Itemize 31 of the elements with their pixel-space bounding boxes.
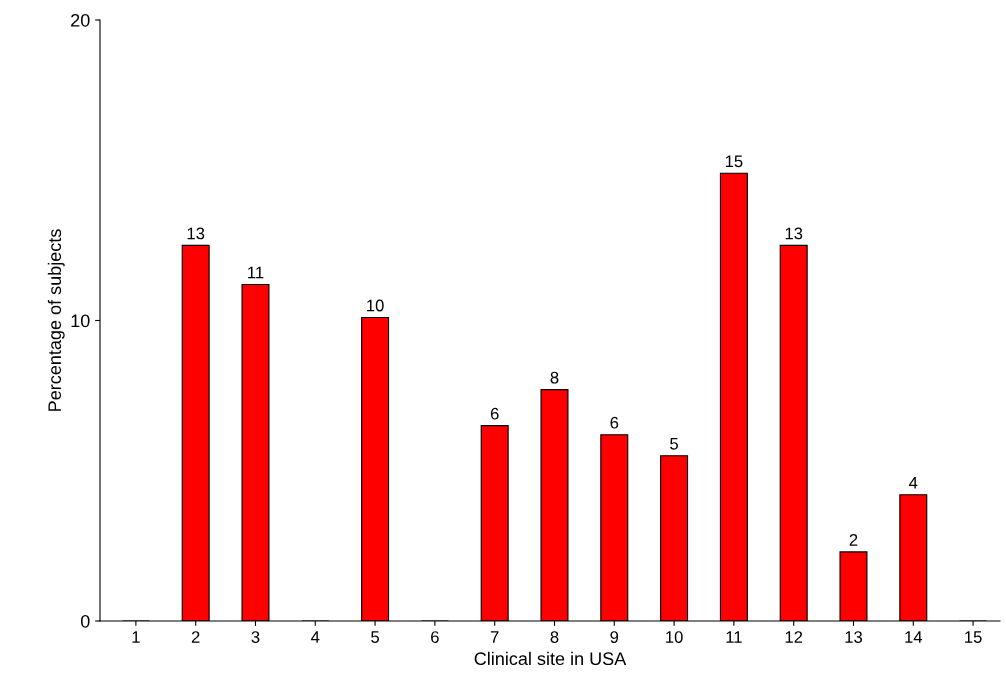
data-label: 11 [248,266,264,279]
x-tick-label: 9 [610,631,619,643]
x-tick-label: 3 [251,631,260,643]
x-tick-label: 2 [191,631,200,643]
x-tick-label: 15 [965,631,982,643]
x-tick-label: 8 [550,631,559,643]
x-tick-label: 6 [431,631,439,643]
data-label: 13 [187,227,205,240]
y-tick-label: 20 [71,13,90,27]
data-label: 4 [909,477,918,489]
x-tick-label: 7 [490,631,499,643]
y-tick-label: 10 [71,314,90,328]
x-tick-label: 5 [371,631,380,643]
data-label: 6 [490,407,499,420]
y-tick-label: 0 [80,614,90,628]
x-tick-label: 13 [845,631,863,643]
x-tick-label: 4 [311,631,320,643]
x-tick-label: 10 [666,631,683,643]
x-tick-label: 14 [905,631,923,643]
data-label: 15 [725,155,743,168]
y-axis-title: Percentage of subjects [47,229,65,411]
data-label: 5 [670,438,679,450]
data-label: 10 [367,299,384,312]
data-label: 13 [785,227,803,240]
x-tick-label: 11 [726,631,742,643]
data-label: 2 [849,534,858,546]
x-axis-title: Clinical site in USA [474,651,627,666]
x-tick-label: 1 [132,631,140,643]
data-label: 6 [610,416,619,429]
x-tick-label: 12 [785,631,803,643]
data-label: 8 [550,371,559,384]
